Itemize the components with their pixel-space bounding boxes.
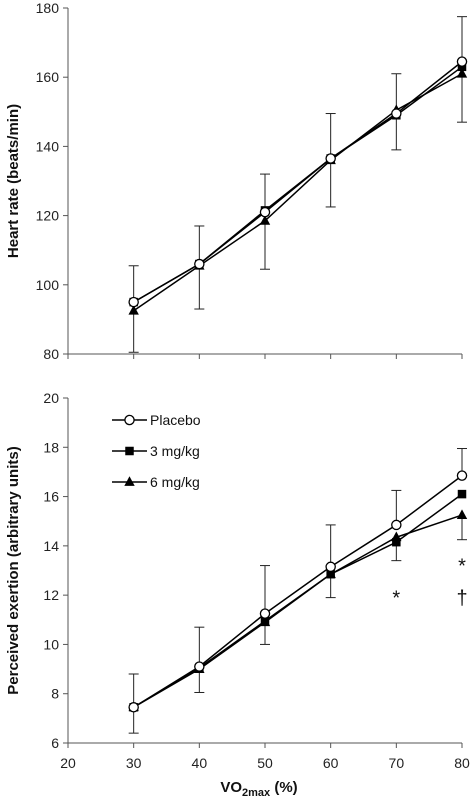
data-point [325,561,336,573]
data-point [128,305,139,315]
perceived-exertion-panel: 6 8 10 12 14 16 18 20 20 30 40 50 60 70 80 Perceived ex… [5,390,470,799]
y-tick-label: 20 [43,390,59,406]
series-line [133,475,463,708]
x-axis-title: VO2max (%) [220,779,297,799]
x-tick-label: 60 [323,755,339,771]
y-tick-label: 18 [43,439,59,455]
x-tick-label: 20 [60,755,76,771]
y-tick-label: 6 [51,735,59,751]
y-tick-label: 8 [51,686,59,702]
data-point [456,56,468,67]
y-tick-label: 12 [43,587,59,603]
significance-marker: † [456,588,467,610]
x-tick-label: 80 [454,755,470,771]
data-point [259,608,271,619]
x-tick-label: 50 [257,755,273,771]
x-axis-title-suffix: (%) [270,779,298,796]
data-point [391,108,402,119]
y-tick-label: 180 [36,0,60,16]
data-point [456,509,468,519]
legend-marker [124,476,135,486]
data-point [456,68,468,78]
data-point [325,153,336,164]
data-point [325,568,336,579]
significance-marker: * [458,556,466,578]
legend-label: 3 mg/kg [150,443,200,459]
data-point [128,296,139,308]
x-tick-label: 70 [389,755,405,771]
data-point [194,661,205,672]
y-axis-title: Perceived exertion (arbitrary units) [5,446,22,694]
series-line [133,73,463,312]
data-point [457,489,467,499]
series-line [133,66,463,303]
x-axis-title-main: VO [220,779,242,796]
legend-label: 6 mg/kg [150,474,200,490]
legend-marker [125,446,134,456]
data-point [456,470,468,481]
x-tick-label: 30 [126,755,142,771]
y-tick-label: 140 [36,138,60,154]
legend-label: Placebo [150,412,201,428]
data-point [392,537,401,547]
y-tick-label: 16 [43,489,59,505]
series-line [133,61,463,303]
y-tick-label: 100 [36,277,60,293]
series-line [133,514,463,708]
x-tick-label: 40 [192,755,208,771]
data-point [128,702,139,713]
data-point [259,206,271,218]
data-point [259,616,271,627]
data-point [391,531,402,542]
x-axis-title-subscript: 2max [242,787,271,799]
data-point [259,215,271,225]
y-tick-label: 120 [36,208,60,224]
legend-marker [124,414,135,426]
heart-rate-panel: 80 100 120 140 160 180 Heart rate (beats/min) [5,0,468,362]
y-tick-label: 160 [36,69,60,85]
y-tick-label: 14 [43,538,59,554]
significance-marker: * [392,588,400,610]
data-point [391,519,402,531]
y-tick-label: 10 [43,636,59,652]
data-point [194,258,205,270]
y-tick-label: 80 [43,346,59,362]
series-line [133,493,463,708]
y-axis-title: Heart rate (beats/min) [5,104,22,258]
